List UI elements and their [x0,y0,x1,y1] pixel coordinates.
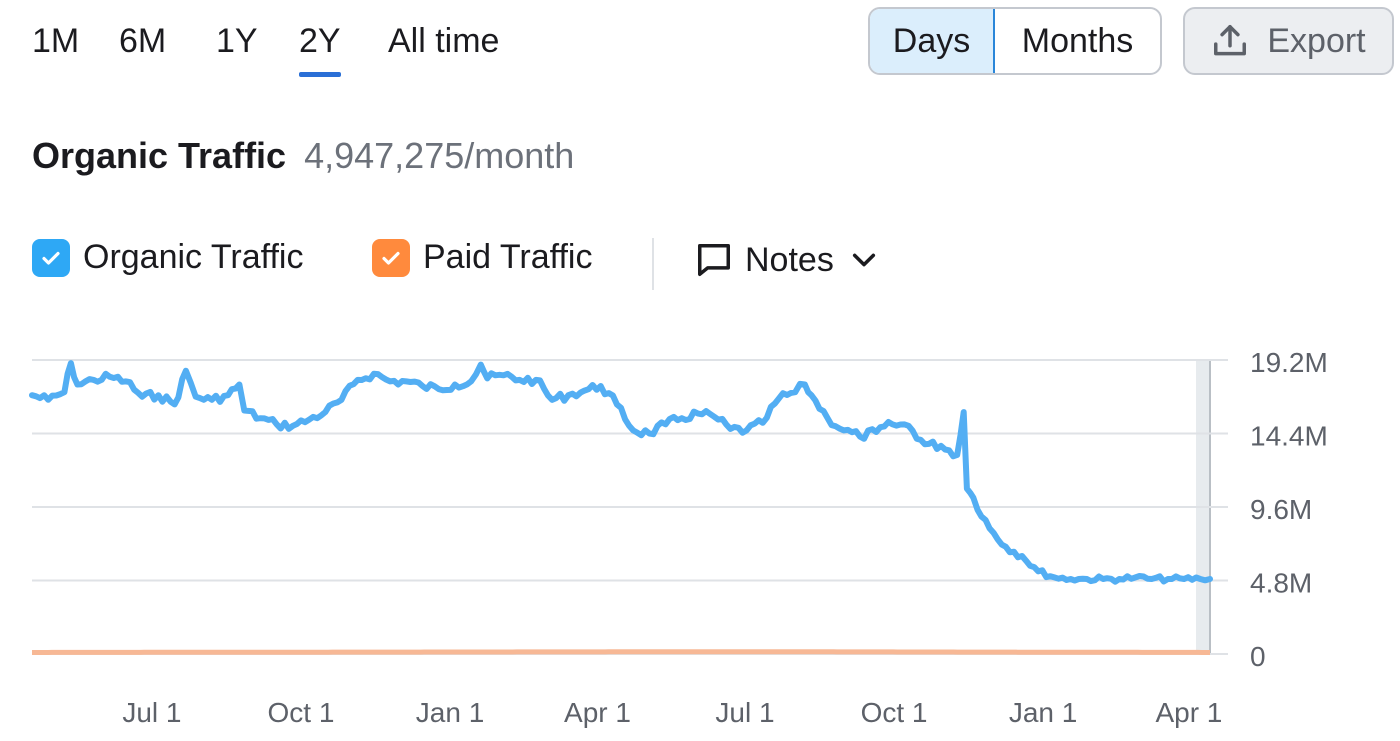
legend-label-organic: Organic Traffic [83,238,304,276]
legend-organic-traffic[interactable]: Organic Traffic [32,238,303,277]
period-tab-2y[interactable]: 2Y [299,18,341,77]
notes-icon [698,244,730,276]
x-tick-label: Apr 1 [564,697,631,728]
period-tab-6m[interactable]: 6M [119,22,167,60]
check-icon [382,251,400,265]
y-tick-label: 14.4M [1250,421,1328,452]
export-button[interactable]: Export [1183,7,1394,75]
export-label: Export [1267,21,1366,60]
paid-checkbox[interactable] [372,238,410,277]
y-tick-label: 0 [1250,641,1266,672]
notes-label: Notes [745,240,834,279]
upload-icon [1214,25,1247,56]
legend-divider [652,238,654,290]
period-tab-1y[interactable]: 1Y [216,22,258,60]
x-tick-label: Jul 1 [715,697,774,728]
legend-label-paid: Paid Traffic [423,238,593,276]
chevron-down-icon [852,253,875,267]
x-tick-label: Apr 1 [1155,697,1222,728]
check-icon [42,251,60,265]
x-tick-label: Jan 1 [416,697,485,728]
organic-checkbox[interactable] [32,238,70,277]
period-tab-1m[interactable]: 1M [32,22,80,60]
y-tick-label: 9.6M [1250,494,1312,525]
y-tick-label: 4.8M [1250,568,1312,599]
chart-legend: Organic Traffic Paid Traffic Notes [32,238,932,290]
series-line-organic-traffic [29,360,1213,585]
metric-header: Organic Traffic 4,947,275/month [32,135,574,177]
organic-traffic-chart: 0 4.8M 9.6M 14.4M 19.2M Jul 1 Oct 1 Jan 1 Apr 1 J… [29,347,1328,728]
series-line-paid-traffic [32,649,1210,655]
notes-dropdown[interactable]: Notes [695,240,878,280]
x-tick-label: Oct 1 [268,697,335,728]
x-tick-label: Jan 1 [1009,697,1078,728]
x-tick-label: Jul 1 [122,697,181,728]
metric-value: 4,947,275/month [304,135,575,176]
days-button[interactable]: Days [870,9,995,73]
page-title: Organic Traffic [32,135,287,176]
months-button[interactable]: Months [1021,21,1134,60]
x-tick-label: Oct 1 [861,697,928,728]
legend-paid-traffic[interactable]: Paid Traffic [372,238,592,277]
granularity-toggle: Days Months [868,7,1162,75]
period-tab-all-time[interactable]: All time [388,22,500,60]
y-tick-label: 19.2M [1250,347,1328,378]
